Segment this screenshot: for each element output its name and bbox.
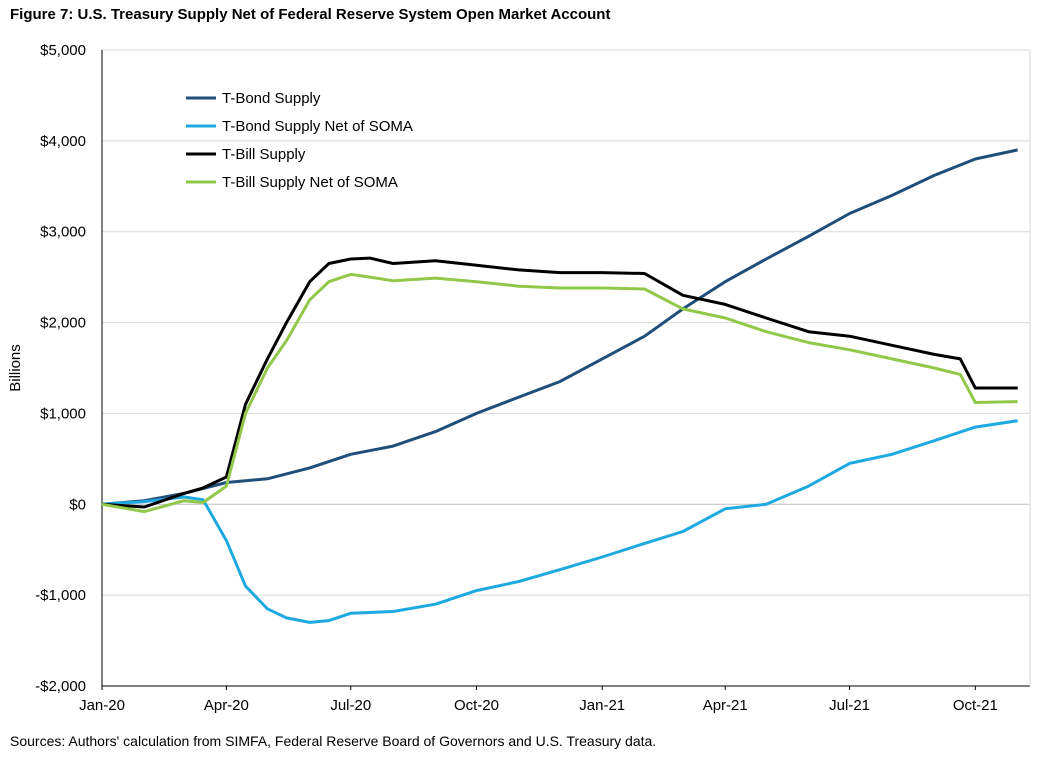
series-lines <box>101 148 1019 624</box>
y-tick-label: $4,000 <box>40 133 86 150</box>
x-tick-label: Oct-20 <box>454 697 499 714</box>
legend-label: T-Bill Supply Net of SOMA <box>222 174 398 191</box>
series-line-4 <box>101 272 1018 514</box>
x-tick-label: Jan-20 <box>79 697 125 714</box>
legend-label: T-Bill Supply <box>222 146 306 163</box>
series-line-2 <box>101 419 1018 624</box>
x-tick-label: Jul-20 <box>330 697 371 714</box>
y-tick-label: $3,000 <box>40 224 86 241</box>
y-tick-label: $2,000 <box>40 315 86 332</box>
x-tick-label: Apr-21 <box>703 697 748 714</box>
x-tick-label: Apr-20 <box>204 697 249 714</box>
y-tick-label: -$2,000 <box>35 678 86 695</box>
y-tick-label: $0 <box>69 496 86 513</box>
y-tick-label: $5,000 <box>40 42 86 59</box>
legend: T-Bond Supply T-Bond Supply Net of SOMA T-… <box>186 90 413 191</box>
legend-label: T-Bond Supply Net of SOMA <box>222 118 413 135</box>
series-line-1 <box>101 148 1019 506</box>
y-ticks: -$2,000 -$1,000 $0 $1,000 $2,000 $3,000 $4,000… <box>35 42 86 695</box>
x-tick-label: Jan-21 <box>579 697 625 714</box>
legend-label: T-Bond Supply <box>222 90 321 107</box>
axes <box>101 50 1031 687</box>
y-tick-label: $1,000 <box>40 405 86 422</box>
y-tick-label: -$1,000 <box>35 587 86 604</box>
x-ticks: Jan-20 Apr-20 Jul-20 Oct-20 Jan-21 Apr-21 Jul-… <box>79 686 998 714</box>
x-tick-label: Jul-21 <box>829 697 870 714</box>
figure-source: Sources: Authors' calculation from SIMFA… <box>10 733 657 749</box>
series-line-3 <box>101 256 1018 509</box>
x-tick-label: Oct-21 <box>953 697 998 714</box>
figure-title: Figure 7: U.S. Treasury Supply Net of Fe… <box>10 6 611 23</box>
y-axis-label: Billions <box>7 344 24 392</box>
